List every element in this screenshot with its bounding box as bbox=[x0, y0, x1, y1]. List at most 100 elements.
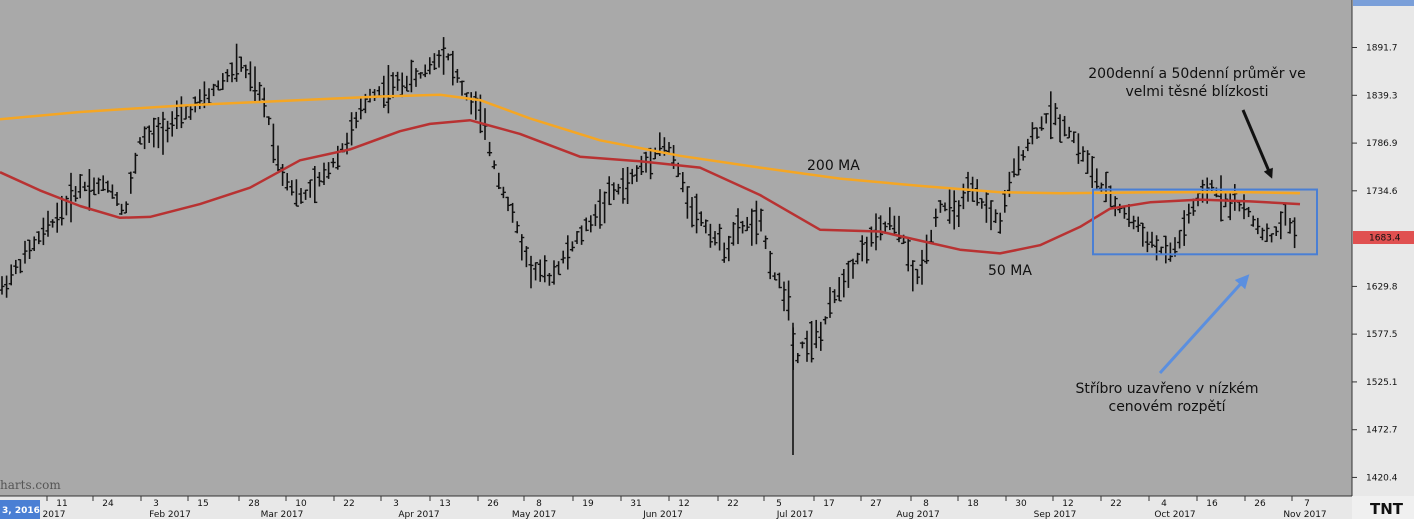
x-day-label-16: 17 bbox=[823, 499, 834, 509]
price-bar-253 bbox=[1163, 235, 1169, 264]
price-bar-53 bbox=[243, 64, 249, 79]
price-bar-179 bbox=[822, 316, 828, 325]
price-bar-73 bbox=[335, 145, 341, 170]
price-bar-118 bbox=[542, 255, 548, 283]
date-badge bbox=[0, 500, 40, 519]
watermark: harts.com bbox=[0, 478, 61, 492]
price-bar-54 bbox=[247, 61, 253, 92]
price-bar-240 bbox=[1103, 171, 1109, 203]
price-bar-46 bbox=[211, 83, 217, 97]
price-bar-164 bbox=[753, 200, 759, 245]
price-bar-18 bbox=[82, 181, 88, 192]
price-bar-201 bbox=[924, 234, 930, 264]
price-bar-61 bbox=[280, 163, 286, 186]
price-bar-194 bbox=[891, 215, 897, 236]
x-day-label-7: 3 bbox=[393, 499, 399, 509]
price-bar-160 bbox=[735, 208, 741, 245]
x-day-label-13: 12 bbox=[678, 499, 689, 509]
price-bar-234 bbox=[1075, 133, 1081, 164]
price-bar-114 bbox=[523, 246, 529, 268]
price-bar-226 bbox=[1039, 116, 1045, 131]
price-bar-209 bbox=[960, 183, 966, 210]
x-day-label-25: 26 bbox=[1254, 499, 1266, 509]
price-bar-230 bbox=[1057, 114, 1063, 143]
price-bar-185 bbox=[850, 258, 856, 279]
price-bar-243 bbox=[1117, 203, 1123, 214]
price-bar-125 bbox=[574, 231, 580, 245]
right-axis-panel bbox=[1352, 0, 1414, 496]
series-line-0 bbox=[0, 93, 1301, 195]
y-tick-label-6: 1525.1 bbox=[1366, 378, 1398, 388]
price-bar-154 bbox=[707, 223, 713, 248]
x-day-label-22: 22 bbox=[1110, 499, 1121, 509]
price-bar-200 bbox=[919, 249, 925, 285]
price-bar-0 bbox=[0, 276, 5, 295]
note-top-line2: velmi těsné blízkosti bbox=[1126, 84, 1269, 100]
price-bar-224 bbox=[1029, 122, 1035, 145]
x-month-label-9: Oct 2017 bbox=[1154, 510, 1195, 519]
price-bar-70 bbox=[321, 162, 327, 186]
price-bar-250 bbox=[1149, 231, 1155, 248]
price-bar-228 bbox=[1048, 91, 1054, 140]
price-bar-236 bbox=[1085, 150, 1091, 174]
price-bar-20 bbox=[91, 177, 97, 196]
price-bar-126 bbox=[579, 225, 585, 245]
price-bar-221 bbox=[1016, 146, 1022, 176]
price-bar-153 bbox=[703, 219, 709, 234]
price-bar-4 bbox=[17, 258, 23, 274]
x-month-label-7: Aug 2017 bbox=[896, 510, 939, 519]
x-day-label-2: 3 bbox=[153, 499, 159, 509]
price-bar-270 bbox=[1241, 194, 1247, 220]
x-day-label-5: 10 bbox=[295, 499, 307, 509]
price-bar-66 bbox=[303, 189, 309, 200]
x-month-label-0: 2017 bbox=[43, 510, 66, 519]
price-bar-49 bbox=[224, 69, 230, 83]
price-bar-127 bbox=[583, 217, 589, 232]
price-bar-37 bbox=[169, 111, 175, 137]
x-day-label-0: 11 bbox=[56, 499, 67, 509]
price-bar-27 bbox=[123, 201, 129, 214]
price-bar-208 bbox=[956, 200, 962, 227]
y-tick-label-7: 1472.7 bbox=[1366, 426, 1398, 436]
price-bar-148 bbox=[680, 172, 686, 193]
x-month-label-5: Jun 2017 bbox=[642, 510, 683, 519]
price-bar-110 bbox=[505, 196, 511, 212]
price-bar-157 bbox=[721, 242, 727, 263]
price-bar-52 bbox=[238, 56, 244, 72]
price-bar-94 bbox=[431, 53, 437, 70]
price-bar-151 bbox=[694, 193, 700, 234]
price-bar-169 bbox=[776, 272, 782, 289]
price-bar-29 bbox=[132, 152, 138, 174]
price-bar-72 bbox=[330, 158, 336, 168]
bottom-axis-panel bbox=[0, 496, 1352, 519]
price-bar-251 bbox=[1154, 235, 1160, 261]
x-day-label-6: 22 bbox=[343, 499, 354, 509]
price-bar-159 bbox=[730, 221, 736, 246]
x-day-label-15: 5 bbox=[776, 499, 782, 509]
price-bar-162 bbox=[744, 216, 750, 232]
price-bar-32 bbox=[146, 125, 152, 143]
price-bar-210 bbox=[965, 171, 971, 202]
price-bar-25 bbox=[114, 191, 120, 206]
price-bar-191 bbox=[878, 215, 884, 241]
price-bar-206 bbox=[947, 189, 953, 224]
price-bar-165 bbox=[758, 208, 764, 232]
price-bar-239 bbox=[1098, 182, 1104, 193]
price-bar-249 bbox=[1144, 231, 1150, 253]
price-bar-10 bbox=[45, 210, 51, 237]
price-bar-63 bbox=[289, 180, 295, 196]
x-day-label-19: 18 bbox=[967, 499, 979, 509]
price-bar-218 bbox=[1002, 190, 1008, 213]
label-200ma: 200 MA bbox=[807, 158, 860, 174]
price-bar-17 bbox=[77, 174, 83, 199]
price-bar-271 bbox=[1246, 206, 1252, 218]
price-bar-129 bbox=[592, 204, 598, 227]
price-bar-214 bbox=[983, 191, 989, 223]
series-line-1 bbox=[0, 118, 1301, 255]
price-bar-189 bbox=[868, 226, 874, 247]
x-month-label-3: Apr 2017 bbox=[398, 510, 439, 519]
note-bottom-line1: Stříbro uzavřeno v nízkém bbox=[1075, 381, 1258, 397]
price-bar-112 bbox=[514, 221, 520, 234]
x-day-label-18: 8 bbox=[923, 499, 929, 509]
x-day-label-1: 24 bbox=[102, 499, 114, 509]
